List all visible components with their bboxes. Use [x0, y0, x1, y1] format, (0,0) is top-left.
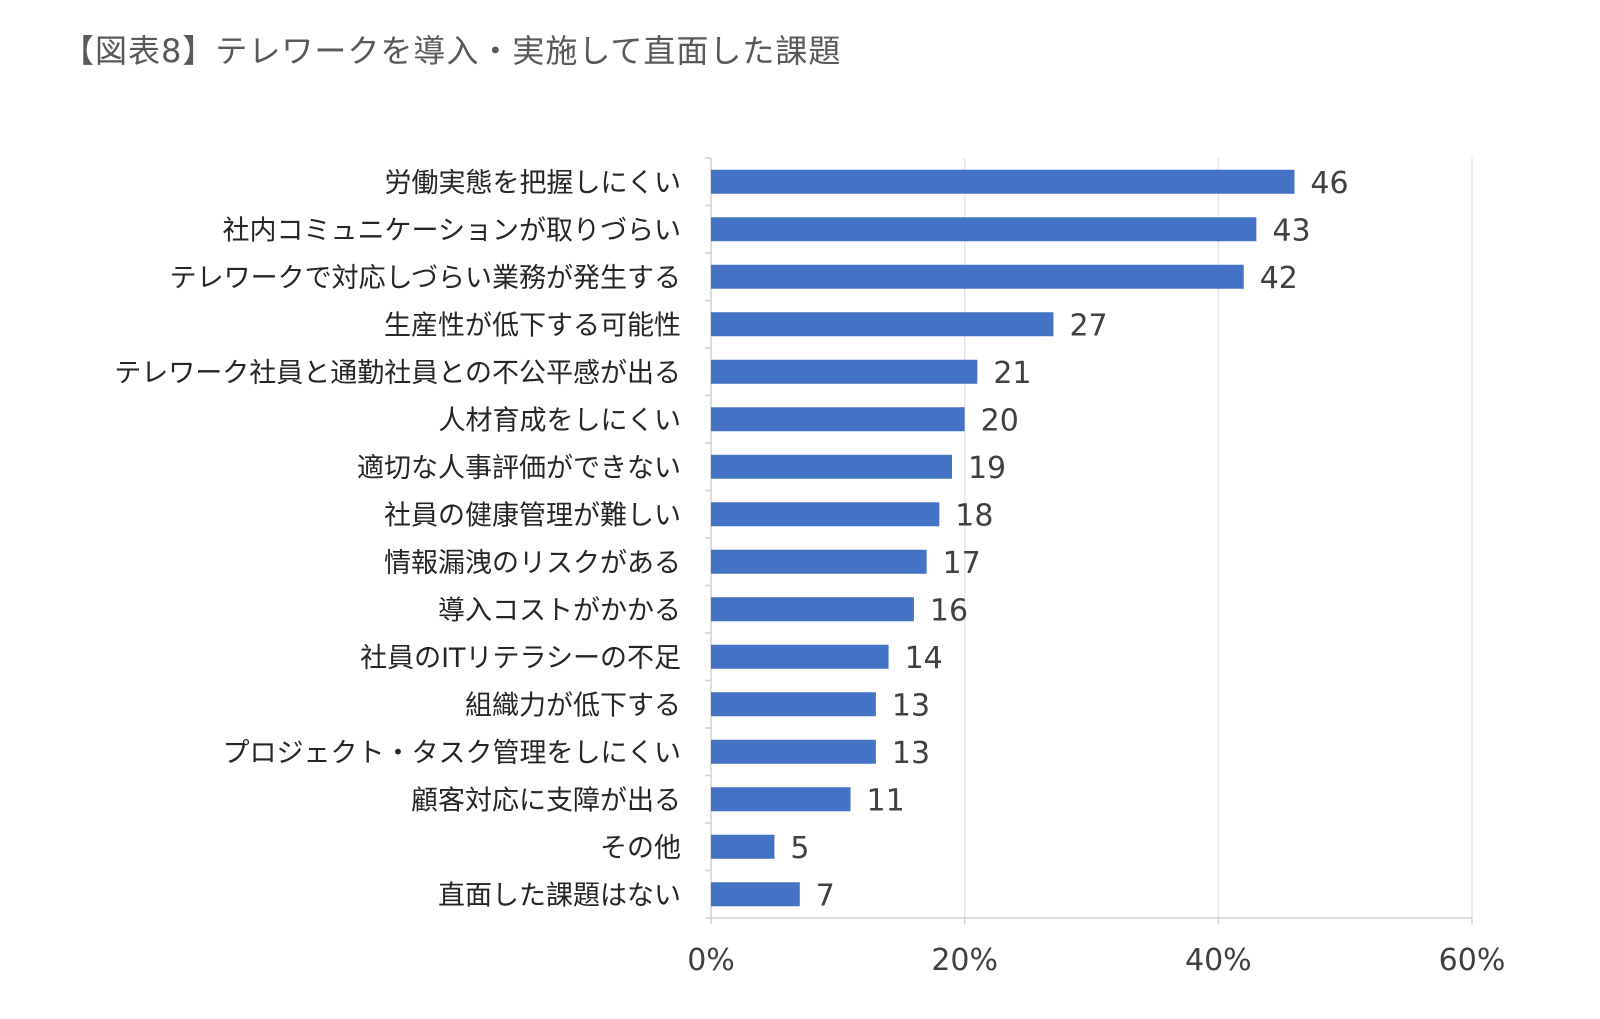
bar: [711, 549, 927, 574]
category-label: 情報漏洩のリスクがある: [384, 548, 681, 579]
bar: [711, 264, 1244, 289]
data-label: 20: [981, 403, 1019, 438]
category-label: テレワークで対応しづらい業務が発生する: [170, 263, 681, 294]
bar: [711, 739, 876, 764]
bar: [711, 644, 889, 669]
bar: [711, 597, 914, 622]
category-label: 適切な人事評価ができない: [357, 453, 681, 484]
data-label: 11: [867, 783, 905, 818]
category-label: 社員の健康管理が難しい: [384, 500, 681, 531]
category-label: プロジェクト・タスク管理をしにくい: [223, 738, 681, 769]
data-label: 13: [892, 736, 930, 771]
category-label: 顧客対応に支障が出る: [411, 785, 681, 816]
data-label: 46: [1310, 166, 1348, 201]
bar: [711, 312, 1054, 337]
category-label: 組織力が低下する: [465, 690, 681, 721]
x-tick-label: 0%: [687, 943, 735, 978]
data-label: 43: [1272, 213, 1310, 248]
category-label: 人材育成をしにくい: [439, 405, 681, 436]
bar: [711, 882, 800, 907]
category-label: 社内コミュニケーションが取りづらい: [223, 215, 681, 246]
x-tick-label: 60%: [1439, 943, 1506, 978]
bar: [711, 692, 876, 717]
x-tick-label: 20%: [931, 943, 998, 978]
bar: [711, 169, 1295, 194]
data-label: 42: [1260, 261, 1298, 296]
bar: [711, 454, 952, 479]
label-layer: 0% 20% 40% 60% 労働実態を把握しにくい 46 社内コミュニケーションが取りづら…: [114, 166, 1505, 978]
category-label: テレワーク社員と通勤社員との不公平感が出る: [114, 358, 681, 389]
bar-layer: [711, 169, 1295, 907]
category-label: 直面した課題はない: [438, 880, 681, 911]
data-label: 16: [930, 593, 968, 628]
data-label: 27: [1069, 308, 1107, 343]
chart-title: 【図表8】テレワークを導入・実施して直面した課題: [62, 32, 842, 70]
data-label: 17: [943, 546, 981, 581]
bar: [711, 834, 775, 859]
bar: [711, 217, 1257, 242]
bar: [711, 787, 851, 812]
data-label: 13: [892, 688, 930, 723]
category-label: 社員のITリテラシーの不足: [360, 643, 681, 674]
category-label: 生産性が低下する可能性: [384, 310, 681, 341]
category-label: その他: [600, 833, 681, 864]
data-label: 21: [993, 356, 1031, 391]
category-label: 導入コストがかかる: [438, 595, 681, 626]
x-tick-label: 40%: [1185, 943, 1252, 978]
bar: [711, 407, 965, 432]
bar: [711, 502, 940, 527]
data-label: 18: [955, 498, 993, 533]
data-label: 14: [905, 641, 943, 676]
data-label: 19: [968, 451, 1006, 486]
data-label: 5: [790, 831, 809, 866]
bar: [711, 359, 978, 384]
data-label: 7: [816, 878, 835, 913]
category-label: 労働実態を把握しにくい: [385, 168, 681, 199]
